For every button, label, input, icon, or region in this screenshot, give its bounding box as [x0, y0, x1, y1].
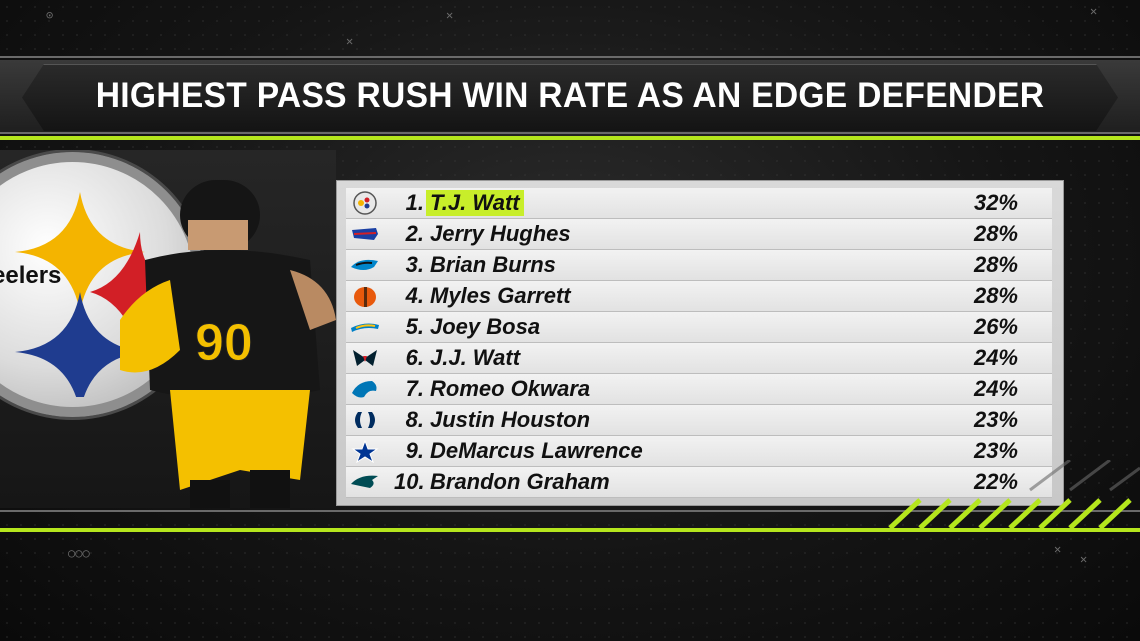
- player-name: T.J. Watt: [426, 190, 524, 216]
- deco-mark-icon: ✕: [1090, 4, 1098, 18]
- table-row: 5. Joey Bosa 26%: [346, 312, 1052, 343]
- player-name: Romeo Okwara: [430, 376, 591, 401]
- deco-mark-icon: ✕: [446, 8, 454, 22]
- win-rate: 28%: [973, 221, 1018, 246]
- accent-line-bottom: [0, 528, 1140, 532]
- player-name: Brian Burns: [430, 252, 556, 277]
- rank-number: 1.: [405, 190, 424, 215]
- panthers-logo-icon: [351, 259, 378, 270]
- deco-mark-icon: ✕: [1054, 542, 1062, 556]
- player-name: Brandon Graham: [430, 469, 610, 494]
- rank-number: 10.: [394, 469, 425, 494]
- win-rate: 22%: [973, 469, 1018, 494]
- browns-logo-icon: [354, 287, 376, 307]
- hypocycloid-icon: [15, 192, 185, 397]
- eagles-logo-icon: [351, 475, 378, 488]
- rank-number: 7.: [405, 376, 424, 401]
- steelers-logo-icon: [353, 191, 377, 215]
- bottom-rule: [0, 510, 1140, 512]
- win-rate: 23%: [973, 407, 1018, 432]
- deco-mark-icon: ⊙: [46, 8, 54, 22]
- accent-stripes: [888, 460, 1140, 530]
- deco-mark-icon: ✕: [1080, 552, 1088, 566]
- title-bottom-rule: [0, 132, 1140, 134]
- title-plate: [22, 64, 1118, 131]
- accent-line-top: [0, 136, 1140, 140]
- rank-number: 6.: [405, 345, 424, 370]
- player-photo: 90: [120, 180, 336, 508]
- win-rate: 32%: [973, 190, 1018, 215]
- player-name: J.J. Watt: [430, 345, 521, 370]
- player-name: Joey Bosa: [430, 314, 541, 339]
- logo-wordmark: eelers: [0, 262, 62, 289]
- player-name: Jerry Hughes: [430, 221, 571, 246]
- deco-dots-icon: ○○○: [68, 546, 90, 560]
- rank-number: 3.: [405, 252, 424, 277]
- win-rate: 24%: [973, 345, 1018, 370]
- table-row: 10. Brandon Graham 22%: [346, 467, 1052, 498]
- texans-logo-icon: [353, 350, 377, 366]
- player-name: Justin Houston: [430, 407, 591, 432]
- jersey-number: 90: [195, 314, 253, 372]
- bills-logo-icon: [352, 228, 378, 240]
- page-title: HIGHEST PASS RUSH WIN RATE AS AN EDGE DE…: [95, 76, 1045, 115]
- colts-logo-icon: [355, 412, 375, 428]
- table-row: 1. T.J. Watt 32%: [346, 188, 1052, 219]
- rank-number: 4.: [405, 283, 424, 308]
- win-rate: 24%: [973, 376, 1018, 401]
- table-row: 4. Myles Garrett 28%: [346, 281, 1052, 312]
- lions-logo-icon: [352, 381, 377, 398]
- win-rate: 28%: [973, 252, 1018, 277]
- team-panel: eelers 90: [0, 150, 336, 508]
- win-rate: 26%: [973, 314, 1018, 339]
- table-row: 8. Justin Houston 23%: [346, 405, 1052, 436]
- table-row: 6. J.J. Watt 24%: [346, 343, 1052, 374]
- table-row: 2. Jerry Hughes 28%: [346, 219, 1052, 250]
- rank-number: 2.: [405, 221, 424, 246]
- player-name: Myles Garrett: [430, 283, 571, 308]
- title-top-rule: [0, 56, 1140, 58]
- player-name: DeMarcus Lawrence: [430, 438, 643, 463]
- cowboys-logo-icon: [351, 439, 379, 463]
- win-rate: 28%: [973, 283, 1018, 308]
- rank-number: 8.: [405, 407, 424, 432]
- chargers-logo-icon: [351, 323, 379, 332]
- win-rate: 23%: [973, 438, 1018, 463]
- rank-number: 5.: [405, 314, 424, 339]
- rank-number: 9.: [405, 438, 424, 463]
- deco-mark-icon: ✕: [346, 34, 354, 48]
- table-row: 7. Romeo Okwara 24%: [346, 374, 1052, 405]
- table-row: 3. Brian Burns 28%: [346, 250, 1052, 281]
- table-row: 9. DeMarcus Lawrence 23%: [346, 436, 1052, 467]
